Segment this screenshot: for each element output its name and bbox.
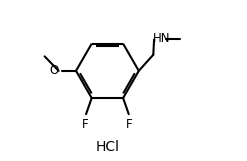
Text: O: O [50,64,59,77]
Text: HN: HN [153,32,170,45]
Text: HCl: HCl [95,140,119,153]
Text: F: F [126,118,133,131]
Text: F: F [82,118,89,131]
